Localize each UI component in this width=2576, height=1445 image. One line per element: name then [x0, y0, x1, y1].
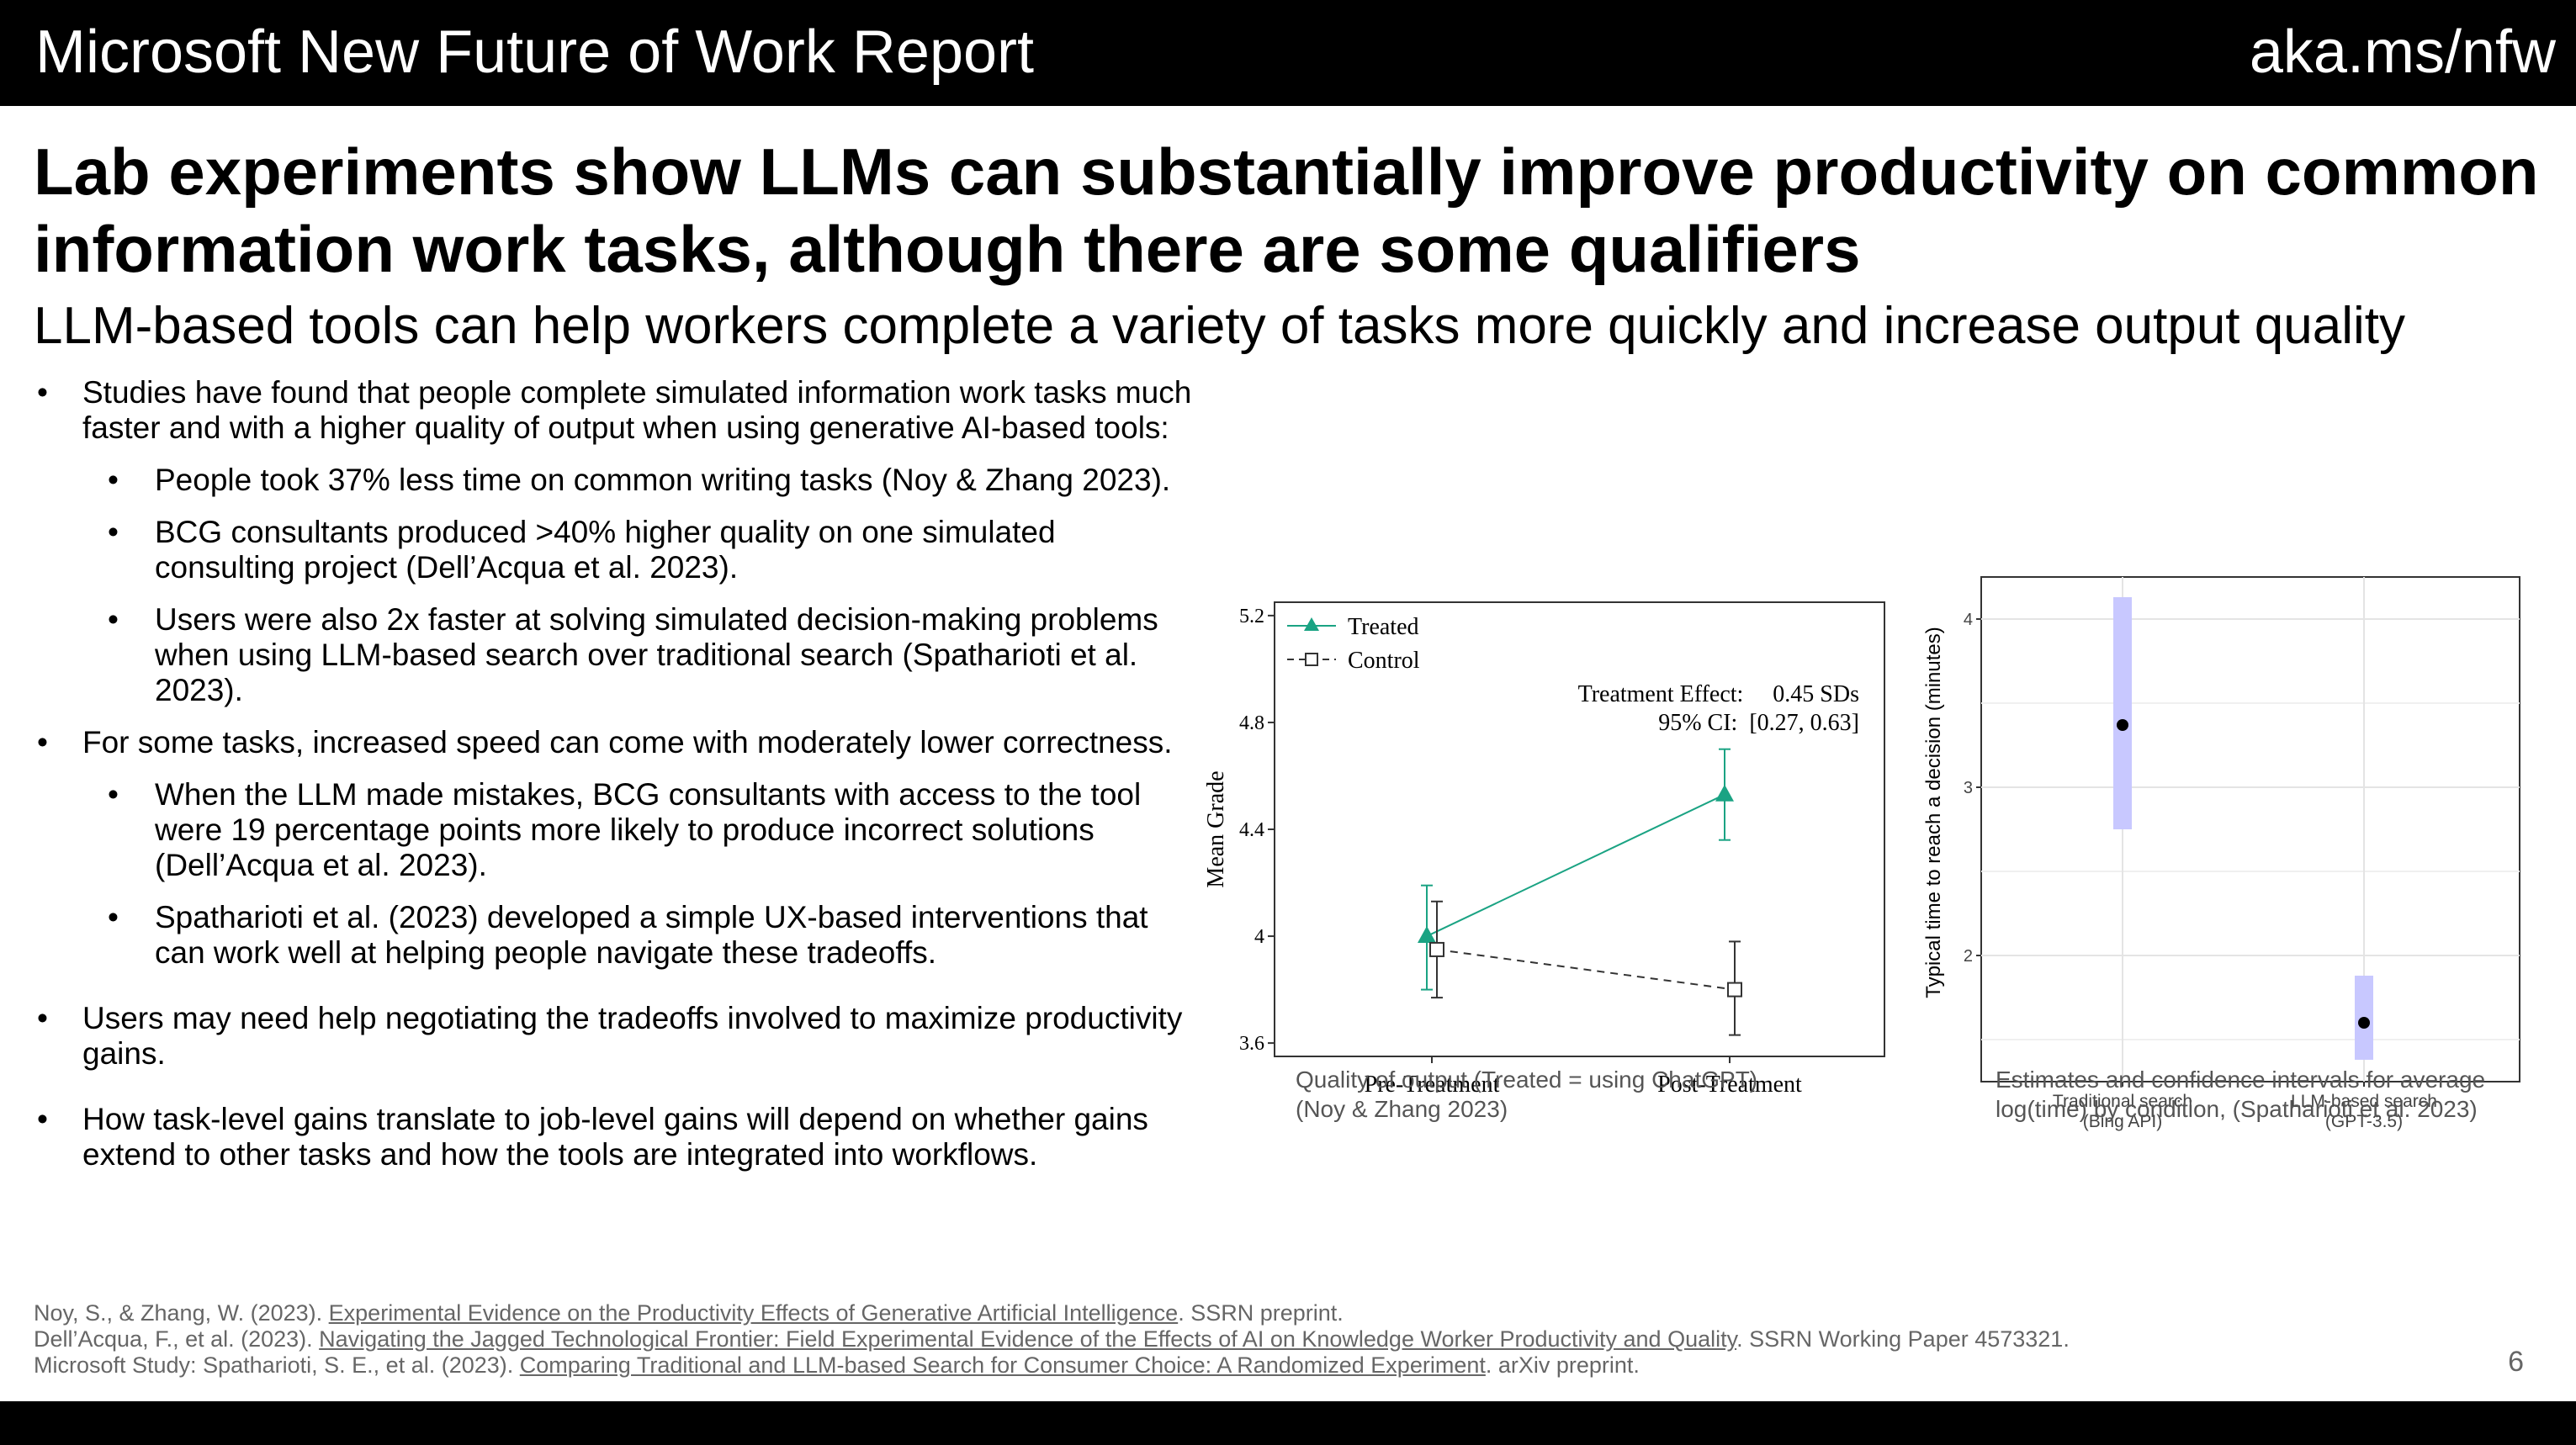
reference-item: Microsoft Study: Spatharioti, S. E., et …	[34, 1352, 2473, 1379]
confidence-interval	[2113, 597, 2132, 829]
series-line-control	[1436, 948, 1736, 991]
x-tick-label: Traditional search	[2053, 1092, 2192, 1111]
series-line-treated	[1426, 793, 1725, 937]
estimate-point	[2117, 719, 2128, 731]
reference-link[interactable]: Experimental Evidence on the Productivit…	[328, 1300, 1179, 1326]
bullet-item: How task-level gains translate to job-le…	[34, 1102, 1195, 1172]
y-tick-label: 2	[1964, 947, 1973, 966]
page-number: 6	[2508, 1346, 2524, 1378]
legend-label-treated: Treated	[1348, 614, 1419, 640]
decision-time-chart: Typical time to reach a decision (minute…	[1922, 576, 2520, 1131]
plot-panel	[1980, 576, 2520, 1082]
slide: Lab experiments show LLMs can substantia…	[0, 106, 2576, 1401]
mean-grade-chart: Mean Grade 3.6 4 4.4 4.8 5.2 Pre-Treatment Po…	[1203, 601, 1885, 1098]
reference-item: Dell’Acqua, F., et al. (2023). Navigatin…	[34, 1326, 2473, 1352]
estimate-point	[2358, 1017, 2370, 1029]
y-tick-label: 4	[1964, 611, 1973, 629]
reference-text: . SSRN preprint.	[1178, 1300, 1344, 1326]
plot-frame	[1274, 601, 1885, 1057]
bottom-bar	[0, 1401, 2576, 1445]
y-tick-label: 4.4	[1239, 819, 1264, 841]
x-tick-label: (Bing API)	[2083, 1112, 2163, 1131]
reference-text: . SSRN Working Paper 4573321.	[1736, 1326, 2070, 1352]
annotation-effect: Treatment Effect: 0.45 SDs	[1578, 681, 1859, 707]
legend-marker-control	[1305, 653, 1318, 666]
reference-text: Microsoft Study: Spatharioti, S. E., et …	[34, 1352, 520, 1378]
caption-line: log(time) by condition, (Spatharioti et …	[1996, 1096, 2478, 1122]
bullet-item: Studies have found that people complete …	[34, 375, 1195, 446]
reference-text: Dell’Acqua, F., et al. (2023).	[34, 1326, 320, 1352]
reference-link[interactable]: Navigating the Jagged Technological Fron…	[319, 1326, 1737, 1352]
y-axis-label: Typical time to reach a decision (minute…	[1922, 627, 1945, 998]
caption-line: (Noy & Zhang 2023)	[1296, 1096, 1508, 1122]
data-point-treated	[1418, 926, 1436, 944]
report-url[interactable]: aka.ms/nfw	[2249, 19, 2556, 86]
slide-subheadline: LLM-based tools can help workers complet…	[34, 297, 2405, 355]
report-title: Microsoft New Future of Work Report	[35, 19, 1035, 86]
reference-link[interactable]: Comparing Traditional and LLM-based Sear…	[519, 1352, 1486, 1378]
reference-text: Noy, S., & Zhang, W. (2023).	[34, 1300, 329, 1326]
legend-label-control: Control	[1348, 648, 1420, 674]
bullet-item: Users may need help negotiating the trad…	[34, 1001, 1195, 1072]
sub-bullet-item: BCG consultants produced >40% higher qua…	[34, 515, 1195, 585]
y-tick-label: 4.8	[1239, 712, 1264, 734]
sub-bullet-item: People took 37% less time on common writ…	[34, 463, 1195, 498]
sub-bullet-item: Spatharioti et al. (2023) developed a si…	[34, 900, 1195, 971]
y-tick-label: 3	[1964, 779, 1973, 797]
caption-line: Quality of output (Treated = using ChatG…	[1296, 1067, 1758, 1093]
chart1-caption: Quality of output (Treated = using ChatG…	[1296, 1065, 1834, 1124]
y-axis-label: Mean Grade	[1203, 770, 1229, 887]
sub-bullet-item: Users were also 2x faster at solving sim…	[34, 602, 1195, 708]
data-point-control	[1727, 982, 1742, 998]
slide-headline: Lab experiments show LLMs can substantia…	[34, 135, 2539, 286]
x-tick-label: LLM-based search	[2291, 1092, 2437, 1111]
x-tick-label: (GPT-3.5)	[2325, 1112, 2403, 1131]
reference-text: . arXiv preprint.	[1485, 1352, 1640, 1378]
bullet-item: For some tasks, increased speed can come…	[34, 725, 1195, 760]
caption-line: Estimates and confidence intervals for a…	[1996, 1067, 2486, 1093]
annotation-ci: 95% CI: [0.27, 0.63]	[1658, 710, 1859, 736]
x-tick-label: Post-Treatment	[1657, 1072, 1802, 1098]
references: Noy, S., & Zhang, W. (2023). Experimenta…	[34, 1300, 2473, 1379]
chart2-caption: Estimates and confidence intervals for a…	[1996, 1065, 2534, 1124]
data-point-control	[1429, 941, 1444, 957]
y-tick-label: 4	[1254, 926, 1264, 948]
data-point-treated	[1715, 784, 1734, 802]
top-bar: Microsoft New Future of Work Report aka.…	[0, 0, 2576, 106]
sub-bullet-item: When the LLM made mistakes, BCG consulta…	[34, 777, 1195, 883]
y-tick-label: 5.2	[1239, 606, 1264, 627]
bullet-list: Studies have found that people complete …	[34, 375, 1195, 1189]
chart-legend: Treated Control	[1287, 614, 1420, 674]
legend-marker-treated	[1304, 617, 1319, 631]
y-tick-label: 3.6	[1239, 1033, 1264, 1055]
x-tick-label: Pre-Treatment	[1365, 1072, 1500, 1098]
reference-item: Noy, S., & Zhang, W. (2023). Experimenta…	[34, 1300, 2473, 1326]
